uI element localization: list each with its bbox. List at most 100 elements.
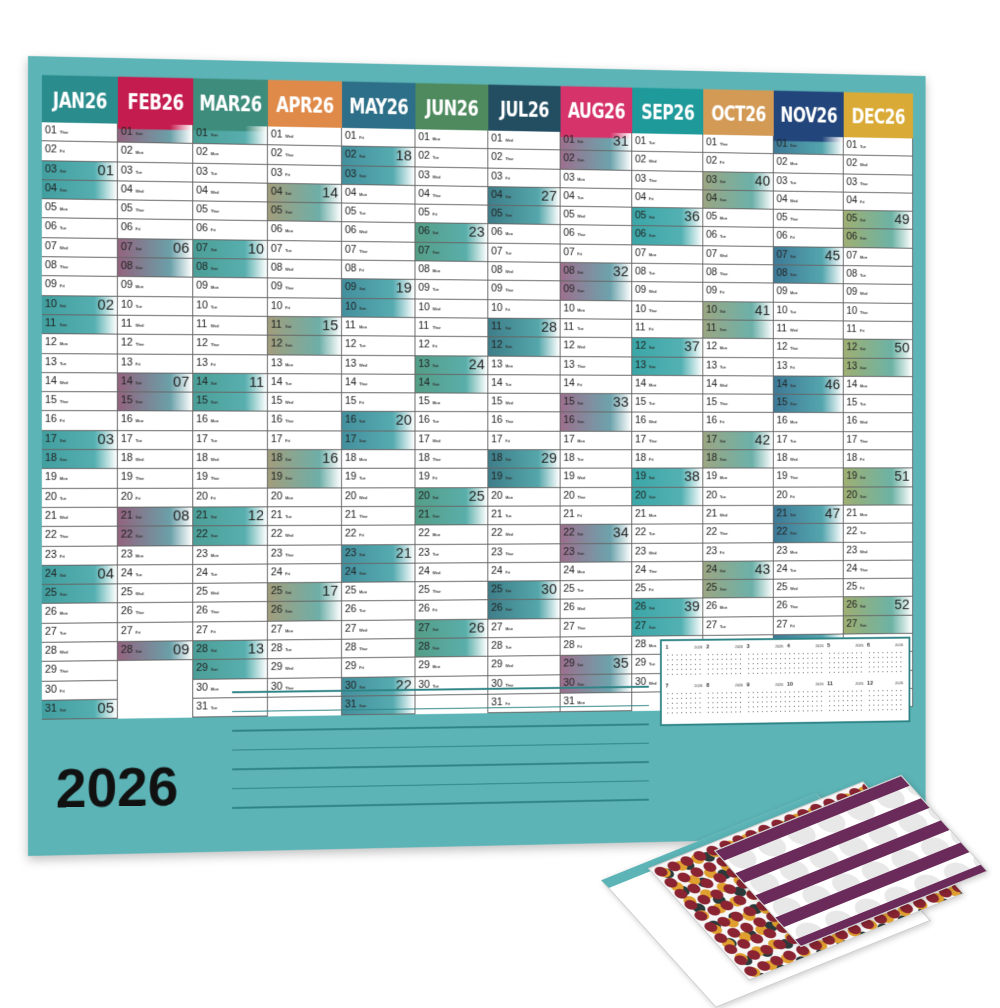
- day-cell: 17 Sun: [341, 431, 416, 451]
- weekday-label: Sat: [790, 383, 796, 388]
- day-cell: 23 Thur: [488, 543, 561, 564]
- day-cell: 12 Thur: [193, 335, 268, 355]
- day-cell: 11 Tue: [560, 319, 633, 339]
- weekday-label: Tue: [648, 531, 656, 537]
- day-number: 18: [44, 452, 57, 465]
- mini-month-days: [746, 651, 786, 677]
- weekday-label: Tue: [59, 360, 67, 366]
- day-number: 27: [706, 619, 718, 631]
- day-number: 23: [846, 544, 858, 556]
- day-number: 24: [776, 563, 788, 575]
- day-cell: 13 Wed: [341, 355, 416, 375]
- weekday-label: Tue: [790, 438, 797, 444]
- weekday-label: Fri: [859, 585, 865, 591]
- day-number: 07: [776, 248, 788, 261]
- day-cell: 23 Fri: [41, 546, 118, 566]
- day-cell: 24 Thur: [632, 561, 704, 581]
- weekday-label: Sat: [648, 475, 655, 481]
- day-cell: 27 Sun: [632, 617, 704, 637]
- day-cell: 01 Wed: [488, 130, 561, 151]
- day-number: 08: [563, 264, 575, 277]
- weekday-label: Fri: [359, 135, 365, 141]
- day-cell: 23 Wed: [843, 542, 914, 561]
- weekday-label: Tue: [719, 494, 727, 499]
- day-number: 14: [344, 376, 357, 389]
- weekday-label: Fri: [59, 283, 65, 289]
- day-number: 20: [270, 490, 283, 503]
- day-number: 14: [44, 374, 57, 387]
- empty-cell: [117, 698, 194, 719]
- day-number: 11: [418, 319, 430, 332]
- weekday-label: Mon: [648, 252, 657, 258]
- day-cell: 08 Thur: [41, 257, 118, 278]
- weekday-label: Fri: [210, 227, 216, 233]
- weekday-label: Sat: [648, 605, 655, 611]
- day-number: 23: [563, 545, 575, 558]
- day-number: 08: [44, 259, 57, 272]
- weekday-label: Sat: [648, 345, 655, 351]
- day-cell: 17 Thur: [843, 431, 914, 451]
- weekday-label: Mon: [285, 495, 294, 500]
- day-number: 11: [491, 320, 502, 333]
- day-cell: 03 Sun: [341, 165, 416, 186]
- weekday-label: Thur: [505, 287, 514, 293]
- weekday-label: Wed: [719, 252, 728, 258]
- day-cell: 03 Mon: [560, 169, 633, 190]
- day-cell: 14 Mon: [632, 375, 704, 395]
- day-cell: 19 Sun: [488, 468, 561, 488]
- mini-month: 10 2026: [786, 681, 826, 718]
- day-number: 12: [776, 341, 788, 353]
- day-cell: 28 Tue: [267, 639, 342, 660]
- weekday-label: Sun: [859, 364, 867, 370]
- day-number: 11: [776, 322, 787, 335]
- day-number: 06: [776, 230, 788, 242]
- weekday-label: Sat: [432, 626, 439, 632]
- day-number: 09: [418, 282, 430, 295]
- day-cell: 22 Wed: [488, 525, 561, 545]
- day-number: 10: [344, 300, 357, 313]
- day-number: 26: [270, 604, 283, 617]
- weekday-label: Sat: [719, 438, 726, 444]
- weekday-label: Tue: [577, 326, 584, 331]
- day-number: 20: [634, 489, 647, 502]
- day-cell: 01 Fri: [341, 127, 416, 149]
- weekday-label: Fri: [719, 160, 725, 166]
- day-number: 09: [706, 285, 718, 297]
- day-cell: 28 Sat 13: [193, 640, 268, 661]
- day-number: 21: [344, 508, 357, 521]
- day-number: 15: [634, 396, 647, 408]
- week-number: 14: [322, 184, 339, 202]
- day-number: 24: [120, 567, 133, 580]
- weekday-label: Wed: [577, 213, 586, 219]
- week-number: 12: [247, 507, 265, 525]
- mini-month: 6 2026: [867, 642, 905, 679]
- day-number: 14: [776, 378, 788, 390]
- weekday-label: Wed: [210, 189, 219, 195]
- day-number: 10: [706, 303, 718, 316]
- day-number: 07: [563, 246, 575, 259]
- day-cell: 07 Wed: [703, 246, 774, 266]
- day-cell: 15 Sun: [773, 394, 844, 414]
- weekday-label: Wed: [432, 174, 441, 180]
- weekday-label: Sun: [432, 645, 440, 651]
- weekday-label: Wed: [432, 438, 441, 444]
- day-cell: 03 Tue: [193, 163, 268, 184]
- mini-month-label: 7: [665, 683, 669, 690]
- year-title: 2026: [55, 754, 179, 820]
- day-number: 21: [270, 509, 283, 522]
- weekday-label: Fri: [359, 267, 365, 273]
- day-number: 02: [196, 146, 209, 159]
- day-number: 12: [846, 341, 858, 354]
- weekday-label: Sun: [505, 607, 513, 613]
- weekday-label: Sun: [719, 327, 727, 333]
- weekday-label: Fri: [210, 361, 216, 367]
- day-cell: 26 Fri: [415, 600, 489, 621]
- week-number: 39: [684, 598, 700, 616]
- day-cell: 18 Sat 29: [488, 450, 561, 470]
- weekday-label: Wed: [577, 606, 586, 612]
- weekday-label: Fri: [432, 475, 438, 481]
- week-number: 33: [613, 394, 629, 411]
- day-number: 20: [120, 490, 133, 503]
- weekday-label: Wed: [648, 158, 657, 164]
- day-cell: 03 Wed: [415, 166, 489, 187]
